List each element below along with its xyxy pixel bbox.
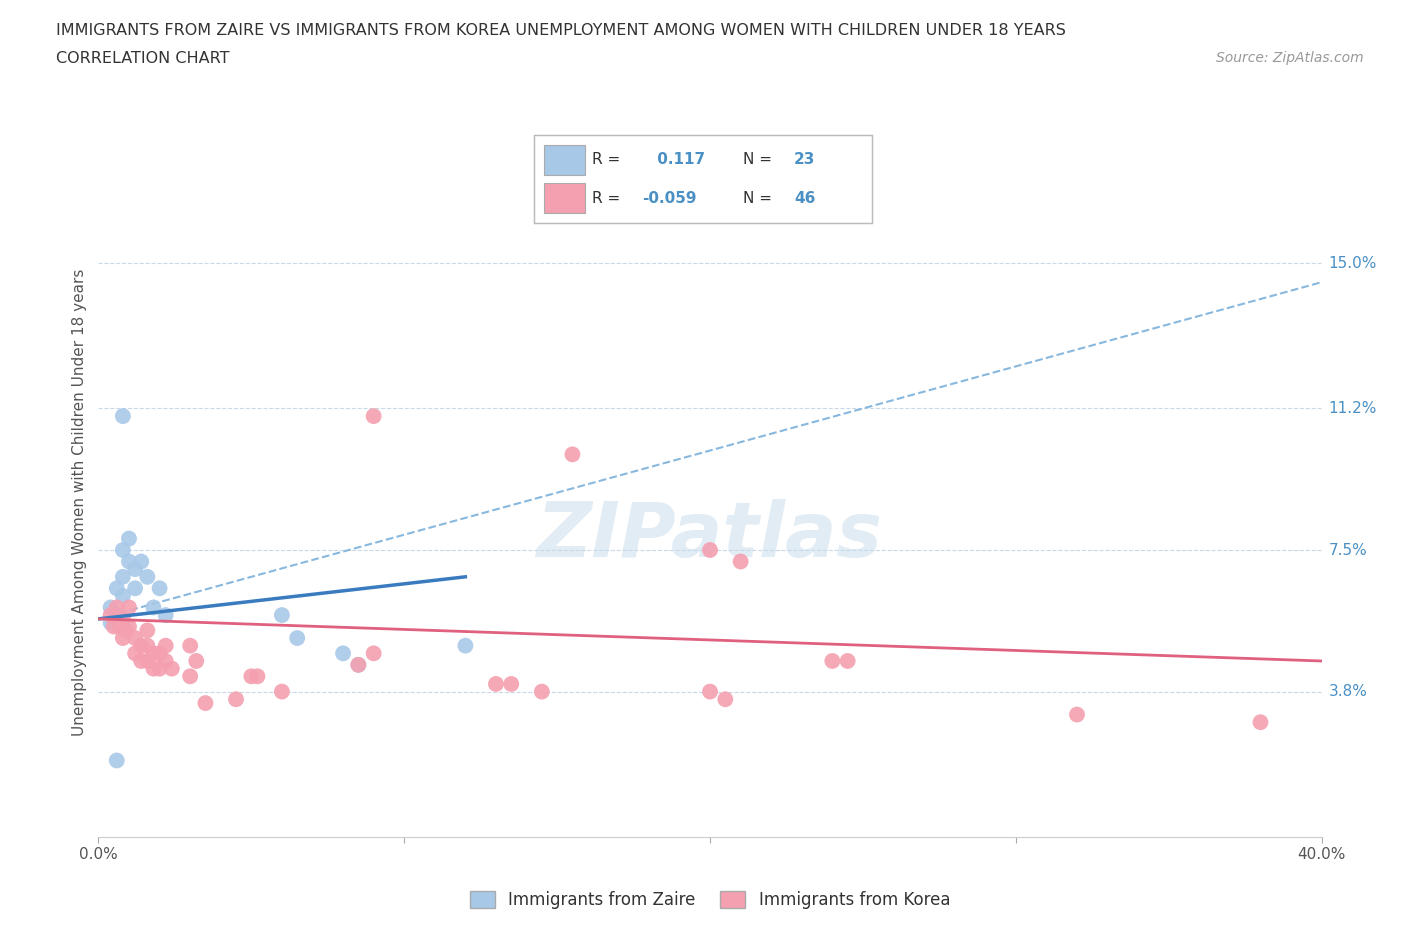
Point (347, 658, 370, 672)
Point (129, 554, 152, 569)
Text: CORRELATION CHART: CORRELATION CHART (56, 51, 229, 66)
Point (155, 607, 177, 622)
Point (530, 684, 553, 699)
Point (100, 600, 122, 615)
Text: IMMIGRANTS FROM ZAIRE VS IMMIGRANTS FROM KOREA UNEMPLOYMENT AMONG WOMEN WITH CHI: IMMIGRANTS FROM ZAIRE VS IMMIGRANTS FROM… (56, 23, 1066, 38)
FancyBboxPatch shape (544, 145, 585, 176)
Point (111, 589, 134, 604)
Point (129, 654, 152, 669)
Point (347, 658, 370, 672)
Point (699, 542, 721, 557)
FancyBboxPatch shape (544, 183, 585, 214)
Point (179, 669, 201, 684)
Point (821, 654, 844, 669)
Point (149, 581, 172, 596)
Point (561, 447, 583, 462)
Point (1249, 715, 1271, 730)
Point (837, 654, 859, 669)
Point (111, 569, 134, 584)
Point (363, 408, 385, 423)
Legend: Immigrants from Zaire, Immigrants from Korea: Immigrants from Zaire, Immigrants from K… (463, 884, 957, 916)
Point (270, 607, 292, 622)
Point (454, 638, 477, 653)
Text: 7.5%: 7.5% (1329, 542, 1367, 557)
Point (105, 607, 128, 622)
Point (124, 646, 146, 661)
Y-axis label: Unemployment Among Women with Children Under 18 years: Unemployment Among Women with Children U… (72, 269, 87, 736)
Point (124, 562, 146, 577)
Text: ZIPatlas: ZIPatlas (537, 498, 883, 573)
Text: N =: N = (744, 153, 772, 167)
Point (246, 669, 269, 684)
Point (111, 611, 134, 626)
Text: 15.0%: 15.0% (1329, 256, 1376, 271)
Point (108, 619, 131, 634)
Point (111, 542, 134, 557)
Point (136, 569, 159, 584)
Point (136, 623, 159, 638)
Text: 23: 23 (794, 153, 815, 167)
Point (124, 581, 146, 596)
Point (155, 638, 177, 653)
Point (270, 684, 292, 699)
Point (285, 631, 308, 645)
Text: 3.8%: 3.8% (1329, 684, 1368, 699)
Point (332, 646, 354, 661)
Text: R =: R = (592, 191, 620, 206)
Point (714, 692, 737, 707)
Point (111, 408, 134, 423)
Point (179, 638, 201, 653)
Point (142, 600, 165, 615)
Point (124, 631, 146, 645)
Point (149, 646, 172, 661)
Text: 46: 46 (794, 191, 815, 206)
Point (118, 600, 141, 615)
Point (485, 676, 508, 691)
Text: R =: R = (592, 153, 620, 167)
Point (501, 676, 523, 691)
Text: 11.2%: 11.2% (1329, 401, 1376, 416)
Point (115, 623, 138, 638)
Text: Source: ZipAtlas.com: Source: ZipAtlas.com (1216, 51, 1364, 65)
Point (118, 619, 141, 634)
Point (105, 581, 128, 596)
Text: N =: N = (744, 191, 772, 206)
Point (103, 619, 125, 634)
Point (160, 661, 183, 676)
Point (129, 638, 152, 653)
Point (194, 696, 217, 711)
Point (105, 600, 128, 615)
Point (100, 607, 122, 622)
Text: -0.059: -0.059 (643, 191, 697, 206)
Point (142, 646, 165, 661)
Point (136, 654, 159, 669)
Point (225, 692, 247, 707)
Point (105, 753, 128, 768)
Point (730, 554, 752, 569)
Text: 0.117: 0.117 (652, 153, 706, 167)
Point (1066, 707, 1088, 722)
Point (240, 669, 263, 684)
Point (186, 654, 208, 669)
Point (136, 638, 159, 653)
Point (149, 661, 172, 676)
Point (111, 631, 134, 645)
Point (118, 554, 141, 569)
Point (363, 646, 385, 661)
Point (118, 531, 141, 546)
Point (155, 654, 177, 669)
Point (100, 616, 122, 631)
Point (142, 661, 165, 676)
Point (699, 684, 721, 699)
